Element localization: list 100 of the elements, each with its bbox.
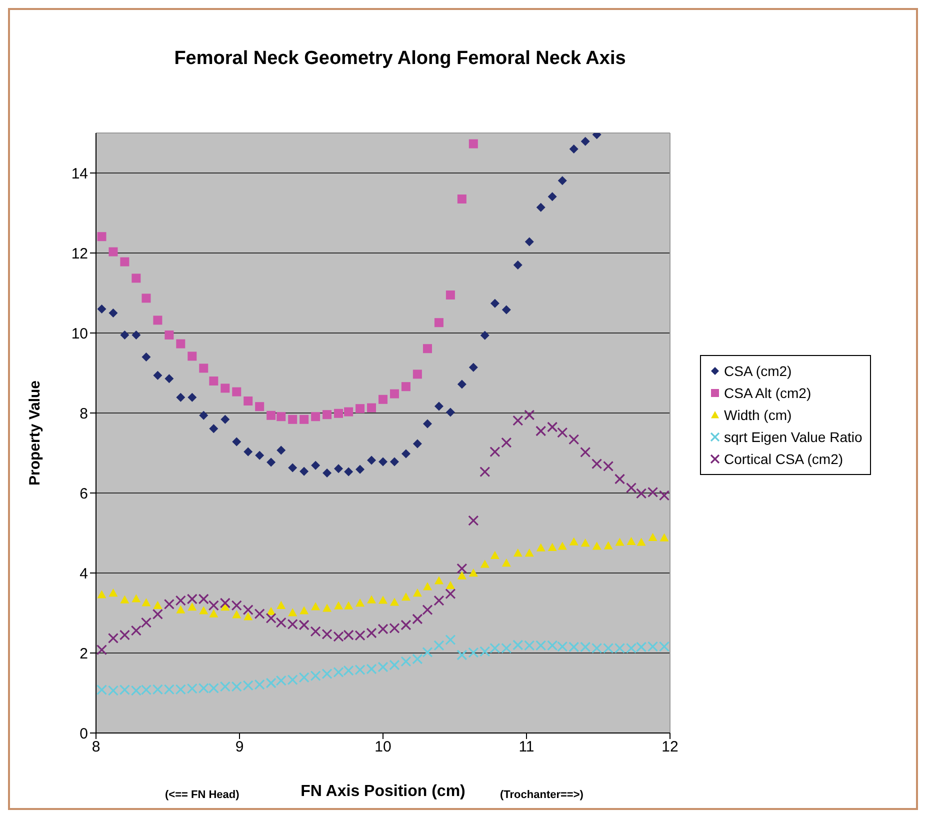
point [558,542,567,550]
point [412,370,422,379]
point [548,542,557,551]
point [208,600,219,611]
point [96,644,108,656]
point [468,139,478,148]
point [344,467,354,476]
point [422,582,432,590]
point [480,330,490,340]
point [434,402,444,411]
point [580,136,590,146]
point [334,601,344,610]
point [354,630,366,641]
chart-title: Femoral Neck Geometry Along Femoral Neck Axis [173,48,627,70]
point [186,594,198,604]
point [176,339,186,348]
point [536,426,546,436]
point [446,290,455,300]
point [446,408,455,417]
point [343,665,354,676]
point [153,316,162,325]
point [199,606,208,614]
point [254,679,265,690]
point [501,437,512,448]
point [244,612,253,620]
point [209,609,218,618]
point [244,447,253,456]
point [300,414,309,424]
point [580,538,590,547]
point [322,604,332,612]
point [108,588,118,597]
point [186,683,198,694]
point [220,681,230,692]
x-tick-label: 11 [518,738,534,756]
point [153,600,162,609]
point [322,628,332,640]
point [390,598,399,606]
x-axis-title: FN Axis Position (cm) [300,783,466,800]
point [344,601,354,610]
point [199,364,208,373]
point [97,232,106,242]
point [569,144,578,154]
point [176,392,186,402]
point [660,533,669,542]
point [480,646,490,657]
point [524,548,534,557]
point [198,682,209,694]
point [119,630,130,640]
point [311,602,320,610]
point [322,468,332,478]
point [389,660,400,670]
point [344,407,354,416]
point [502,305,511,314]
point [400,656,412,667]
point [412,614,423,624]
point [164,374,174,384]
point [457,380,466,389]
point [209,424,218,434]
y-tick-label: 14 [71,165,88,182]
point [97,590,106,598]
point [445,588,456,600]
point [244,396,253,406]
point [152,608,164,620]
point [390,457,399,466]
point [310,626,321,637]
point [232,387,242,396]
point [152,684,164,695]
legend-label: CSA Alt (cm2) [724,385,812,401]
point [445,634,456,646]
point [266,458,276,467]
point [647,641,658,652]
point [512,415,524,426]
point [456,650,468,660]
point [501,642,512,654]
point [209,376,218,386]
point [547,640,558,651]
point [120,257,130,266]
point [132,594,141,602]
point [580,642,591,652]
point [242,680,254,691]
point [658,490,670,501]
point [490,550,500,559]
point [648,532,658,541]
point [557,427,568,438]
point [434,318,444,328]
point [636,538,646,546]
point [153,370,162,380]
point [255,450,264,460]
point [288,463,298,472]
point [288,608,298,616]
point [188,352,197,361]
point [615,538,624,546]
point [422,419,432,428]
point [164,684,174,695]
point [333,666,344,678]
point [354,664,366,676]
point [188,392,197,402]
point [132,274,141,283]
point [232,437,242,446]
x-tick-label: 8 [92,738,100,756]
